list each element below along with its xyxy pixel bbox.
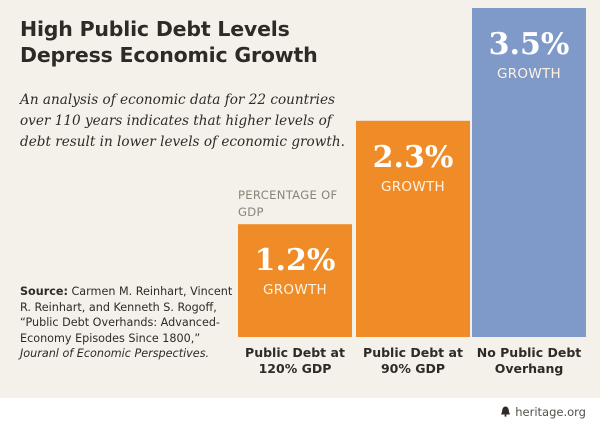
bar-1 xyxy=(238,224,352,337)
page-title: High Public Debt Levels Depress Economic… xyxy=(20,17,318,67)
axis-note: PERCENTAGE OF GDP xyxy=(238,188,338,219)
category-label-1: Public Debt at 120% GDP xyxy=(245,345,345,376)
bar-unit-label-3: GROWTH xyxy=(496,66,561,82)
category-label-3: No Public Debt Overhang xyxy=(476,345,582,376)
bar-unit-label-2: GROWTH xyxy=(380,178,445,195)
source-label: Source: xyxy=(20,285,68,298)
bar-3 xyxy=(472,8,586,337)
bar-value-label-3: 3.5% xyxy=(488,27,570,62)
source-text: Carmen M. Reinhart, Vincent R. Reinhart,… xyxy=(20,285,233,345)
bar-unit-label-1: GROWTH xyxy=(262,282,327,299)
footer: heritage.org xyxy=(500,405,586,420)
infographic-card: High Public Debt Levels Depress Economic… xyxy=(0,0,600,398)
source-journal: Jouranl of Economic Perspectives. xyxy=(20,347,210,360)
footer-site[interactable]: heritage.org xyxy=(515,405,586,419)
bar-2 xyxy=(356,120,470,337)
source-note: Source: Carmen M. Reinhart, Vincent R. R… xyxy=(20,284,240,362)
bar-value-label-1: 1.2% xyxy=(254,243,336,279)
bar-value-label-2: 2.3% xyxy=(372,139,454,175)
bar-chart xyxy=(238,8,586,337)
liberty-bell-icon xyxy=(500,406,511,420)
category-label-2: Public Debt at 90% GDP xyxy=(363,345,463,376)
subtitle: An analysis of economic data for 22 coun… xyxy=(20,92,345,150)
